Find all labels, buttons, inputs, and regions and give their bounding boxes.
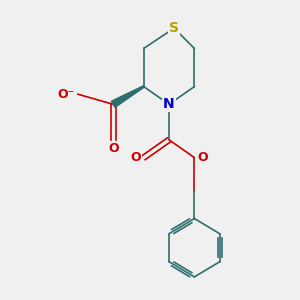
Text: O: O [130,151,141,164]
Text: S: S [169,21,179,35]
Polygon shape [111,86,144,107]
Text: O⁻: O⁻ [58,88,75,101]
Text: N: N [163,97,175,111]
Text: O: O [108,142,119,155]
Text: O: O [197,151,208,164]
